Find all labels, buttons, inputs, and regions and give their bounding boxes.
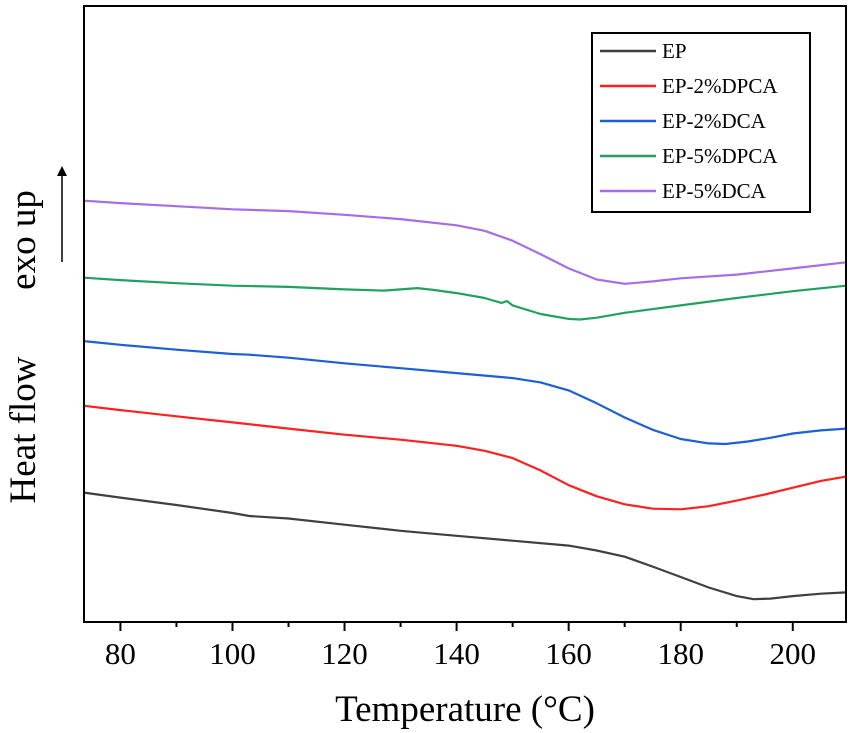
series-line-1: [83, 491, 847, 601]
legend: EP EP-2%DPCA EP-2%DCA EP-5%DPCA EP-5%DCA: [591, 32, 811, 213]
plot-frame: [83, 5, 847, 623]
x-tick-label: 160: [545, 636, 592, 671]
series-line-3: [83, 340, 847, 446]
x-tick-label: 80: [105, 636, 136, 671]
legend-box: [591, 32, 811, 213]
series-line-4: [83, 276, 847, 321]
series-line-5: [83, 199, 847, 285]
exo-up-label: exo up: [3, 190, 44, 290]
x-tick-label: 180: [657, 636, 704, 671]
up-arrow-icon: [57, 166, 67, 262]
x-tick-label: 200: [770, 636, 817, 671]
legend-label-2: EP-2%DPCA: [662, 74, 778, 98]
series-line-2: [83, 404, 847, 511]
x-tick-label: 140: [433, 636, 480, 671]
x-axis: 80 100 120 140 160 180 200: [105, 622, 816, 671]
legend-label-4: EP-5%DPCA: [662, 144, 778, 168]
x-tick-label: 100: [209, 636, 256, 671]
legend-label-1: EP: [662, 39, 687, 63]
legend-label-5: EP-5%DCA: [662, 179, 767, 203]
y-axis-title: Heat flow: [3, 356, 44, 503]
series-layer: [83, 199, 847, 601]
x-tick-label: 120: [321, 636, 368, 671]
x-axis-title: Temperature (°C): [335, 689, 595, 730]
arrow-head: [57, 166, 67, 176]
legend-label-3: EP-2%DCA: [662, 109, 767, 133]
